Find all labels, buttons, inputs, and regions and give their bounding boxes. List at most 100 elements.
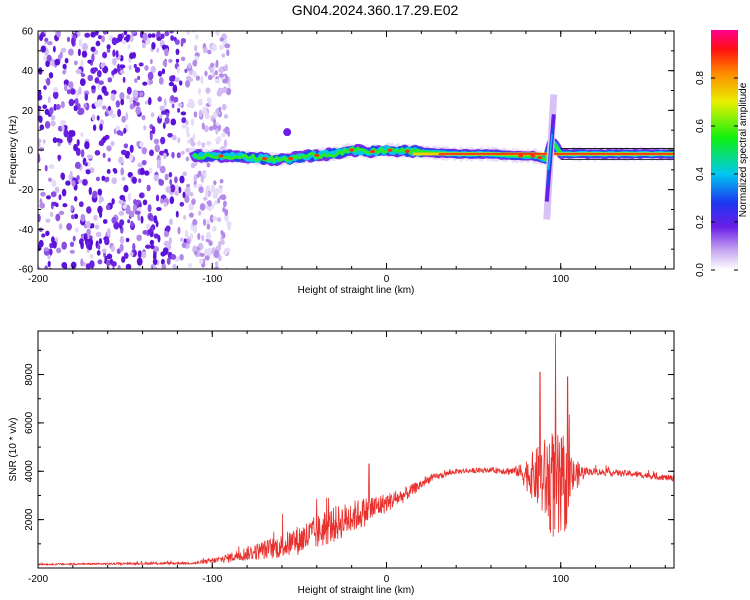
noise-speckle bbox=[90, 46, 96, 52]
noise-speckle bbox=[44, 108, 50, 115]
noise-speckle bbox=[115, 50, 119, 58]
noise-speckle bbox=[167, 133, 173, 138]
noise-speckle bbox=[113, 169, 118, 174]
noise-speckle bbox=[51, 179, 57, 188]
noise-speckle bbox=[112, 267, 115, 269]
noise-speckle bbox=[98, 140, 105, 147]
noise-speckle bbox=[38, 147, 45, 152]
noise-speckle bbox=[220, 230, 224, 236]
noise-speckle bbox=[177, 137, 181, 144]
noise-speckle bbox=[39, 34, 44, 41]
noise-speckle bbox=[129, 144, 134, 153]
noise-speckle bbox=[48, 164, 55, 170]
noise-speckle bbox=[203, 125, 209, 133]
noise-speckle bbox=[78, 201, 84, 208]
noise-speckle bbox=[169, 75, 175, 82]
noise-speckle bbox=[204, 113, 210, 120]
noise-speckle bbox=[89, 260, 95, 269]
noise-speckle bbox=[55, 213, 61, 222]
noise-speckle bbox=[181, 242, 187, 249]
noise-speckle bbox=[77, 48, 81, 57]
noise-speckle bbox=[98, 35, 102, 40]
noise-speckle bbox=[68, 98, 75, 107]
noise-speckle bbox=[207, 200, 212, 207]
noise-speckle bbox=[184, 187, 191, 195]
colorbar-label: Normalized spectral amplitude bbox=[738, 82, 749, 217]
noise-speckle bbox=[202, 106, 207, 114]
noise-speckle bbox=[123, 143, 129, 149]
noise-speckle bbox=[189, 233, 194, 240]
snr-x-tick-label: -200 bbox=[28, 574, 48, 585]
noise-speckle bbox=[136, 141, 140, 147]
heatmap-plot-area bbox=[38, 25, 674, 275]
noise-speckle bbox=[55, 104, 61, 110]
noise-speckle bbox=[95, 231, 102, 238]
noise-speckle bbox=[136, 234, 142, 241]
noise-speckle bbox=[138, 178, 142, 183]
noise-speckle bbox=[127, 192, 132, 201]
noise-speckle bbox=[79, 78, 86, 86]
noise-speckle bbox=[87, 74, 94, 82]
noise-speckle bbox=[196, 140, 202, 147]
noise-speckle bbox=[127, 44, 131, 49]
signal-hotspot bbox=[518, 154, 524, 158]
noise-speckle bbox=[165, 186, 171, 193]
noise-speckle bbox=[207, 49, 212, 55]
noise-speckle bbox=[38, 105, 42, 110]
noise-speckle bbox=[185, 80, 191, 88]
noise-speckle bbox=[182, 171, 187, 177]
noise-speckle bbox=[192, 133, 196, 140]
noise-speckle bbox=[44, 37, 49, 42]
noise-speckle bbox=[177, 108, 181, 113]
noise-speckle bbox=[111, 245, 115, 252]
noise-speckle bbox=[220, 194, 227, 201]
noise-speckle bbox=[224, 64, 229, 72]
snr-frame bbox=[37, 330, 675, 569]
noise-speckle bbox=[227, 82, 231, 88]
noise-speckle bbox=[62, 203, 68, 208]
noise-speckle bbox=[112, 49, 116, 57]
noise-speckle bbox=[46, 54, 52, 62]
noise-speckle bbox=[143, 125, 147, 131]
noise-speckle bbox=[213, 249, 220, 259]
noise-speckle bbox=[97, 259, 103, 265]
noise-speckle bbox=[199, 203, 206, 211]
noise-speckle bbox=[47, 41, 53, 46]
noise-speckle bbox=[92, 124, 97, 131]
noise-speckle bbox=[219, 187, 223, 194]
noise-speckle bbox=[80, 132, 84, 138]
noise-speckle bbox=[186, 132, 191, 138]
noise-speckle bbox=[149, 79, 154, 85]
noise-speckle bbox=[74, 227, 79, 233]
noise-speckle bbox=[150, 112, 155, 118]
noise-speckle bbox=[146, 223, 151, 230]
noise-speckle bbox=[111, 216, 117, 224]
noise-speckle bbox=[206, 162, 211, 168]
noise-speckle bbox=[137, 75, 141, 81]
noise-speckle bbox=[42, 139, 46, 144]
noise-speckle bbox=[74, 97, 79, 107]
noise-speckle bbox=[153, 270, 157, 275]
noise-speckle bbox=[201, 142, 206, 148]
noise-speckle bbox=[205, 25, 210, 30]
noise-speckle bbox=[80, 213, 86, 223]
noise-speckle bbox=[158, 114, 163, 119]
noise-speckle bbox=[198, 258, 204, 265]
noise-speckle bbox=[149, 149, 154, 157]
noise-speckle bbox=[147, 71, 154, 81]
noise-speckle bbox=[80, 258, 84, 267]
noise-speckle bbox=[121, 176, 126, 182]
noise-speckle bbox=[186, 102, 192, 108]
noise-speckle bbox=[63, 129, 69, 138]
noise-speckle bbox=[163, 230, 170, 238]
noise-speckle bbox=[152, 258, 158, 265]
noise-speckle bbox=[184, 195, 190, 203]
noise-speckle bbox=[92, 190, 98, 199]
noise-speckle bbox=[38, 94, 43, 101]
noise-speckle bbox=[48, 177, 52, 182]
noise-speckle bbox=[111, 198, 115, 205]
noise-speckle bbox=[222, 206, 226, 213]
noise-speckle bbox=[49, 107, 54, 115]
noise-speckle bbox=[171, 103, 175, 109]
colorbar-tick-label: 0.4 bbox=[695, 167, 706, 181]
